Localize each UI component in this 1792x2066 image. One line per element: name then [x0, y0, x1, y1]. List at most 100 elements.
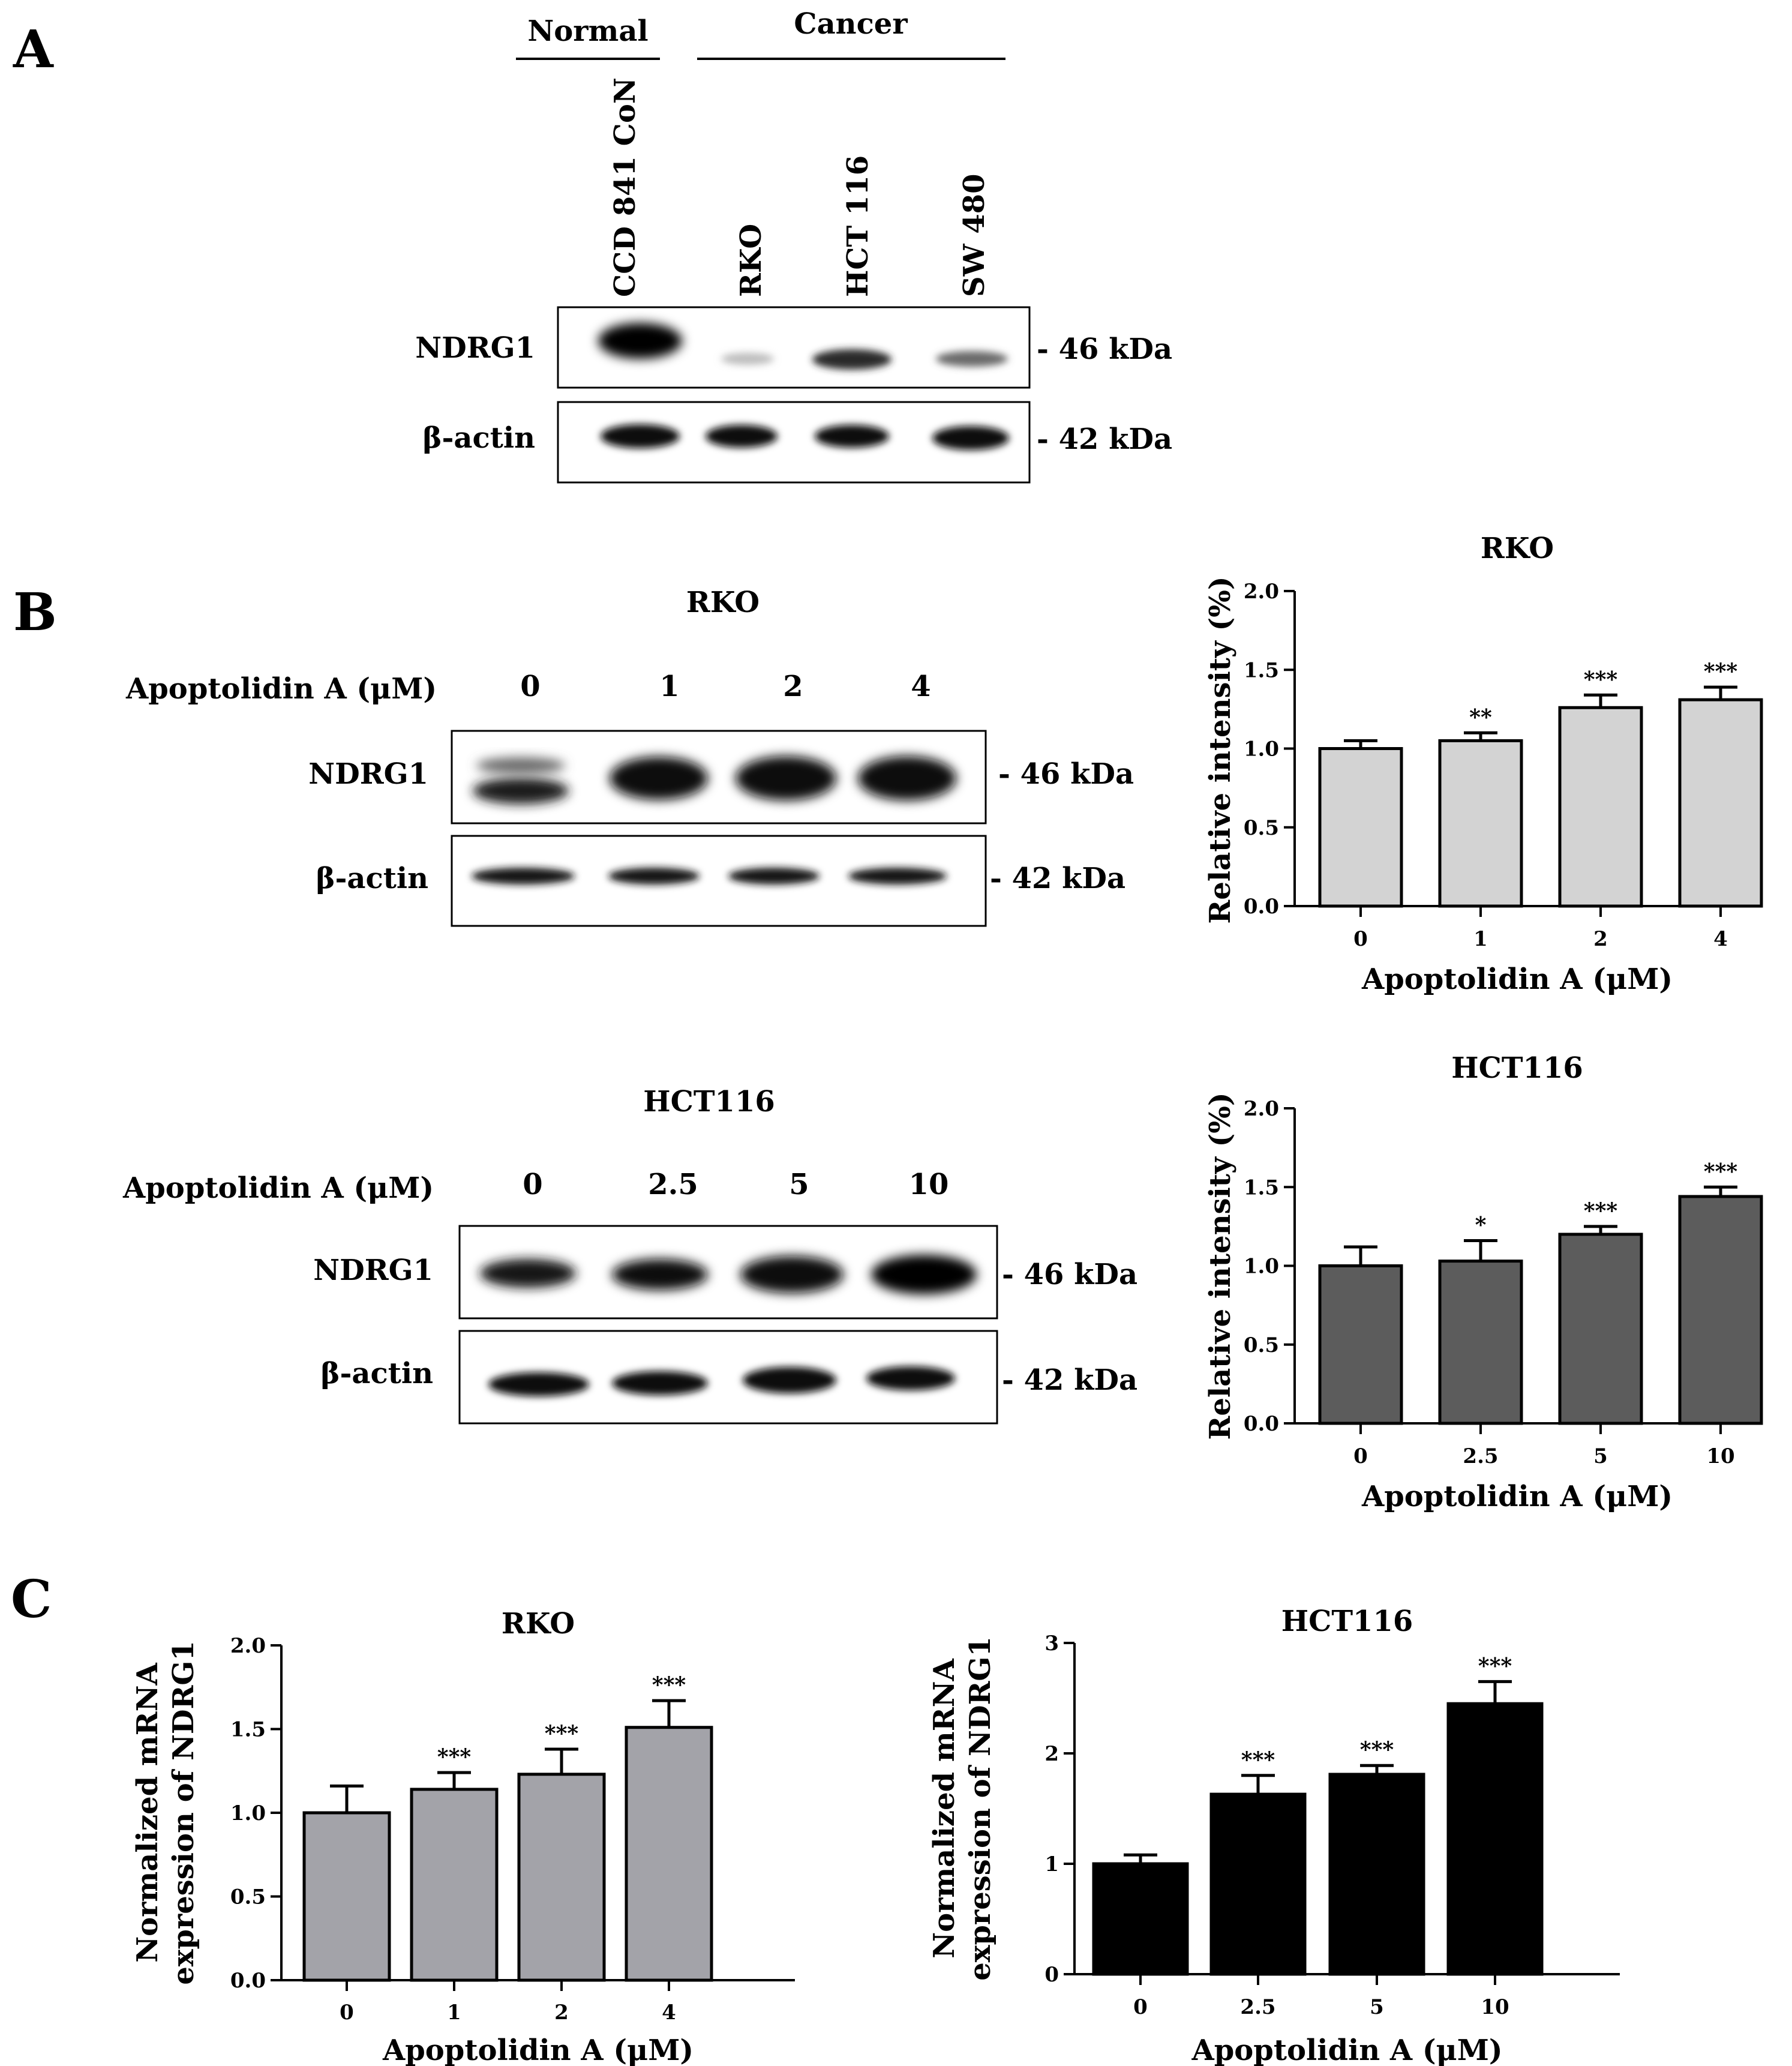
y-tick-label: 3: [1044, 1632, 1059, 1656]
blot-a-beta-actin: [557, 401, 1031, 484]
x-axis-label: Apoptolidin A (μM): [1191, 2034, 1502, 2066]
x-tick-label: 2: [1593, 927, 1608, 951]
x-tick-label: 0: [1133, 1995, 1148, 2019]
x-tick-label: 0: [1353, 927, 1368, 951]
chart-title: HCT116: [1281, 1605, 1413, 1638]
bar: [1558, 1233, 1643, 1425]
significance-label: ***: [1584, 667, 1618, 692]
blot-hct-dose-2: 5: [789, 1168, 809, 1201]
chart-c-hct: HCT116 0 1 2 3 0 *** 2.5 *** 5 *** 10 Apoptolidin A …: [927, 1605, 1620, 2066]
x-tick-label: 0: [340, 2001, 354, 2025]
y-tick-label: 0.5: [1244, 816, 1279, 840]
significance-label: ***: [1704, 1159, 1738, 1184]
x-tick-label: 5: [1593, 1444, 1608, 1468]
lane-label-sw480: SW 480: [957, 174, 991, 297]
x-axis-label: Apoptolidin A (μM): [382, 2034, 694, 2066]
y-axis-label: expression of NDRG1: [167, 1641, 200, 1985]
y-axis-label: Normalized mRNA: [131, 1663, 164, 1963]
y-axis-label: Relative intensity (%): [1203, 576, 1237, 923]
chart-title: RKO: [502, 1607, 575, 1641]
y-tick-label: 1.5: [230, 1718, 266, 1742]
blot-rko-row-beta-actin: β-actin: [316, 862, 428, 895]
bar: [1678, 698, 1763, 908]
bar: [1318, 1264, 1403, 1425]
bar: [1438, 1260, 1523, 1425]
blot-rko-treatment-label: Apoptolidin A (μM): [125, 672, 437, 706]
chart-b-rko: RKO 0.0 0.5 1.0 1.5 2.0 0 ** 1 *** 2 *** 4 Apoptolidi…: [1203, 532, 1763, 996]
significance-label: ***: [652, 1672, 686, 1698]
significance-label: ***: [1584, 1198, 1618, 1224]
x-axis-label: Apoptolidin A (μM): [1361, 1480, 1673, 1513]
panel-a-letter: A: [13, 19, 54, 80]
y-tick-label: 0.5: [230, 1885, 266, 1909]
lane-label-rko: RKO: [734, 224, 768, 297]
blot-hct-dose-3: 10: [909, 1168, 949, 1201]
blot-rko-title: RKO: [686, 586, 760, 619]
y-axis-label: Normalized mRNA: [927, 1659, 961, 1959]
bar: [517, 1773, 606, 1982]
significance-label: ***: [1478, 1653, 1512, 1678]
marker-46kda-a: - 46 kDa: [1037, 332, 1172, 366]
blot-rko-marker-46kda: - 46 kDa: [998, 757, 1134, 791]
group-normal-label: Normal: [527, 14, 648, 48]
y-tick-label: 0.0: [1244, 1412, 1279, 1436]
bar: [1446, 1702, 1544, 1976]
x-tick-label: 2.5: [1463, 1444, 1498, 1468]
blot-hct-marker-46kda: - 46 kDa: [1002, 1258, 1137, 1291]
x-tick-label: 1: [1473, 927, 1488, 951]
panel-c-letter: C: [11, 1569, 52, 1630]
bar: [1558, 706, 1643, 908]
blot-hct-dose-1: 2.5: [648, 1168, 698, 1201]
blot-rko-dose-0: 0: [520, 670, 540, 703]
blot-hct-marker-42kda: - 42 kDa: [1002, 1363, 1137, 1397]
x-tick-label: 5: [1370, 1995, 1384, 2019]
significance-label: ***: [545, 1721, 579, 1746]
y-tick-label: 1.5: [1244, 1176, 1279, 1200]
blot-rko-beta-actin: [451, 835, 987, 927]
y-tick-label: 2.0: [1244, 580, 1279, 604]
bar: [1328, 1773, 1425, 1976]
significance-label: ***: [1704, 659, 1738, 684]
y-axis-label: Relative intensity (%): [1203, 1092, 1237, 1440]
bar: [625, 1726, 713, 1982]
x-tick-label: 2: [554, 2001, 569, 2025]
significance-label: **: [1469, 704, 1492, 730]
y-tick-label: 0.5: [1244, 1333, 1279, 1357]
chart-title: HCT116: [1451, 1051, 1583, 1085]
blot-rko-row-ndrg1: NDRG1: [308, 757, 428, 791]
y-tick-label: 2.0: [1244, 1097, 1279, 1121]
lane-label-ccd841con: CCD 841 CoN: [608, 77, 642, 297]
x-tick-label: 4: [1713, 927, 1728, 951]
x-tick-label: 1: [447, 2001, 461, 2025]
blot-hct-treatment-label: Apoptolidin A (μM): [122, 1171, 434, 1205]
bar: [1318, 747, 1403, 908]
blot-hct-beta-actin: [458, 1330, 998, 1425]
blot-rko-dose-3: 4: [911, 670, 930, 703]
bar: [1209, 1792, 1307, 1976]
row-label-ndrg1-a: NDRG1: [415, 331, 535, 365]
significance-label: ***: [1241, 1747, 1275, 1773]
panel-b-letter: B: [13, 582, 57, 643]
significance-label: ***: [1360, 1737, 1394, 1762]
x-axis-label: Apoptolidin A (μM): [1361, 962, 1673, 996]
significance-label: *: [1475, 1213, 1487, 1238]
y-tick-label: 1.0: [1244, 737, 1279, 761]
y-tick-label: 1.5: [1244, 658, 1279, 682]
x-tick-label: 2.5: [1240, 1995, 1275, 2019]
y-tick-label: 0.0: [1244, 895, 1279, 919]
blot-a-ndrg1: [557, 306, 1031, 389]
y-tick-label: 0.0: [230, 1969, 266, 1993]
lane-label-hct116: HCT 116: [841, 155, 875, 297]
blot-rko-marker-42kda: - 42 kDa: [990, 862, 1125, 895]
blot-hct-row-beta-actin: β-actin: [321, 1357, 433, 1390]
blot-hct-row-ndrg1: NDRG1: [313, 1254, 433, 1287]
group-cancer-label: Cancer: [794, 7, 908, 41]
significance-label: ***: [437, 1744, 472, 1770]
chart-c-rko: RKO 0.0 0.5 1.0 1.5 2.0 0 *** 1 *** 2 *** 4 Apoptolid…: [131, 1607, 795, 2066]
blot-rko-ndrg1: [451, 730, 987, 824]
blot-rko-dose-1: 1: [659, 670, 679, 703]
y-axis-label: expression of NDRG1: [963, 1636, 997, 1981]
marker-42kda-a: - 42 kDa: [1037, 422, 1172, 456]
bar: [1092, 1862, 1189, 1976]
